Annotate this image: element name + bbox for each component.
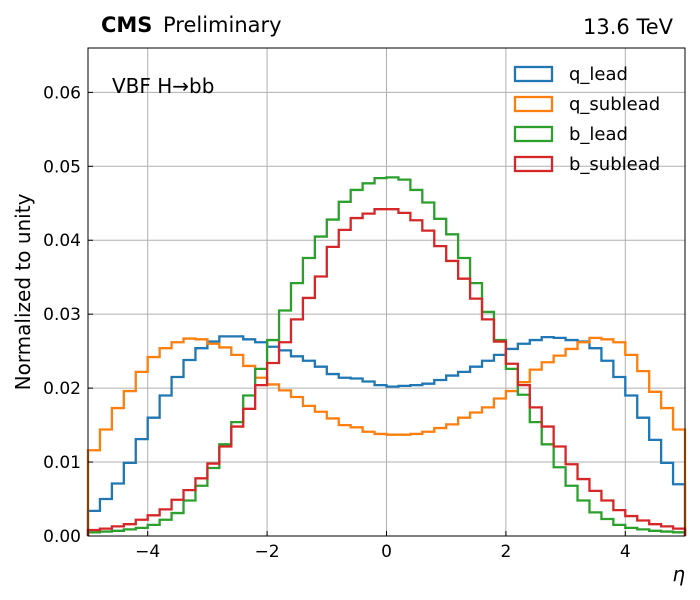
series-b-sublead (86, 208, 687, 536)
y-tick-label: 0.01 (43, 453, 81, 473)
status-label: Preliminary (163, 13, 282, 37)
y-tick-label: 0.03 (43, 305, 81, 325)
legend: q_lead q_sublead b_lead b_sublead (513, 64, 660, 175)
x-axis-label: η (672, 562, 685, 586)
y-tick-label: 0.00 (43, 527, 81, 547)
series-q-lead (86, 335, 687, 536)
y-axis-label: Normalized to unity (11, 193, 35, 390)
experiment-label: CMS (101, 13, 152, 37)
series-group (86, 176, 687, 536)
plot-frame (87, 47, 686, 537)
series-b-lead (86, 176, 687, 536)
process-annotation: VBF H→bb (112, 74, 214, 98)
y-tick-label: 0.04 (43, 231, 81, 251)
y-tick-label: 0.02 (43, 379, 81, 399)
x-tick-label: −4 (135, 542, 160, 562)
legend-label: q_sublead (569, 94, 660, 115)
y-tick-label: 0.06 (43, 83, 81, 103)
y-tick-label: 0.05 (43, 157, 81, 177)
legend-label: b_sublead (569, 154, 660, 175)
legend-label: b_lead (569, 124, 628, 145)
axis-ticks: −4 −2 0 2 4 0.00 0.01 0.02 0.03 0.04 0.05 0.06 (43, 83, 631, 562)
energy-label: 13.6 TeV (583, 15, 674, 39)
legend-swatch (513, 95, 554, 113)
x-tick-label: 0 (381, 542, 392, 562)
x-tick-label: 2 (500, 542, 511, 562)
legend-swatch (513, 65, 554, 83)
x-tick-label: −2 (255, 542, 280, 562)
legend-swatch (513, 155, 554, 173)
legend-label: q_lead (569, 64, 628, 85)
x-tick-label: 4 (620, 542, 631, 562)
series-q-sublead (86, 336, 687, 536)
legend-swatch (513, 125, 554, 143)
